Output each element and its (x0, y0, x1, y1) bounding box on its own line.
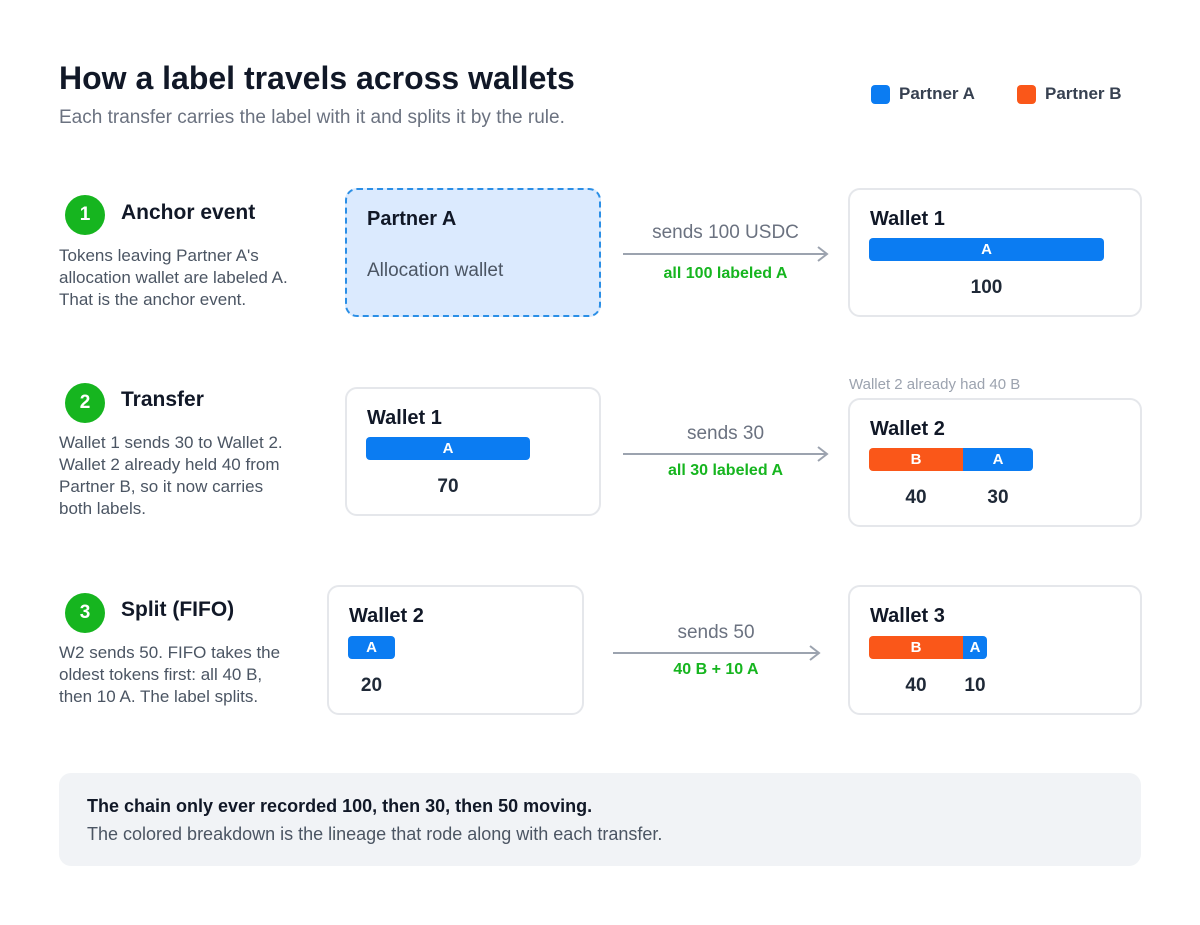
card-title: Wallet 2 (870, 418, 945, 440)
wallet-2-source-card: Wallet 2 A 20 (327, 585, 584, 715)
legend-swatch-a-icon (871, 84, 890, 104)
card-subtitle: Allocation wallet (367, 260, 504, 281)
label-segment-a: A (963, 448, 1033, 471)
transfer-label: sends 30 (686, 423, 765, 444)
transfer-detail: all 100 labeled A (663, 265, 788, 282)
wallet-1-source-card: Wallet 1 A 70 (345, 387, 601, 516)
transfer-label: sends 50 (677, 622, 755, 643)
label-segment-a: A (869, 238, 1104, 261)
wallet-1-card: Wallet 1 A 100 (848, 188, 1142, 317)
summary-callout: The chain only ever recorded 100, then 3… (59, 773, 1141, 866)
segment-amount: 10 (964, 675, 986, 696)
segment-amount: 40 (905, 675, 927, 696)
segment-amount: 70 (437, 476, 459, 497)
summary-text: The colored breakdown is the lineage tha… (87, 824, 663, 844)
legend-label: Partner B (1045, 84, 1122, 103)
card-title: Wallet 3 (870, 605, 945, 627)
transfer-detail: 40 B + 10 A (673, 661, 759, 678)
segment-amount: 40 (905, 487, 927, 508)
legend-item-partner-b: Partner B (1017, 84, 1122, 104)
step-description: W2 sends 50. FIFO takes the oldest token… (59, 643, 281, 706)
step-description: Tokens leaving Partner A's allocation wa… (59, 246, 288, 309)
arrow-right-icon (623, 446, 829, 462)
arrow-right-icon (623, 246, 829, 262)
segment-amount: 30 (987, 487, 1009, 508)
legend-item-partner-a: Partner A (871, 84, 975, 104)
segment-amount: 100 (970, 277, 1003, 298)
wallet-note: Wallet 2 already had 40 B (849, 376, 1021, 393)
wallet-3-card: Wallet 3 B A 40 10 (848, 585, 1142, 715)
step-title: Anchor event (121, 201, 256, 224)
step-number-badge: 2 (65, 383, 105, 423)
label-segment-a: A (348, 636, 395, 659)
page-subtitle: Each transfer carries the label with it … (59, 107, 565, 128)
transfer-label: sends 100 USDC (652, 222, 799, 243)
label-segment-b: B (869, 636, 963, 659)
card-title: Wallet 1 (870, 208, 945, 230)
legend-label: Partner A (899, 84, 975, 103)
card-title: Wallet 1 (367, 407, 442, 429)
page-title: How a label travels across wallets (59, 60, 575, 96)
label-segment-b: B (869, 448, 963, 471)
card-title: Wallet 2 (349, 605, 424, 627)
summary-headline: The chain only ever recorded 100, then 3… (87, 796, 593, 816)
label-segment-a: A (963, 636, 987, 659)
step-title: Split (FIFO) (121, 598, 235, 621)
step-number-badge: 3 (65, 593, 105, 633)
step-title: Transfer (121, 388, 204, 411)
label-segment-a: A (366, 437, 530, 460)
step-description: Wallet 1 sends 30 to Wallet 2. Wallet 2 … (59, 433, 283, 518)
arrow-right-icon (613, 645, 821, 661)
segment-amount: 20 (360, 675, 383, 696)
card-title: Partner A (367, 208, 457, 230)
legend-swatch-b-icon (1017, 84, 1036, 104)
step-number-badge: 1 (65, 195, 105, 235)
partner-a-allocation-card: Partner A Allocation wallet (345, 188, 601, 317)
wallet-2-card: Wallet 2 B A 40 30 (848, 398, 1142, 527)
transfer-detail: all 30 labeled A (667, 462, 783, 479)
